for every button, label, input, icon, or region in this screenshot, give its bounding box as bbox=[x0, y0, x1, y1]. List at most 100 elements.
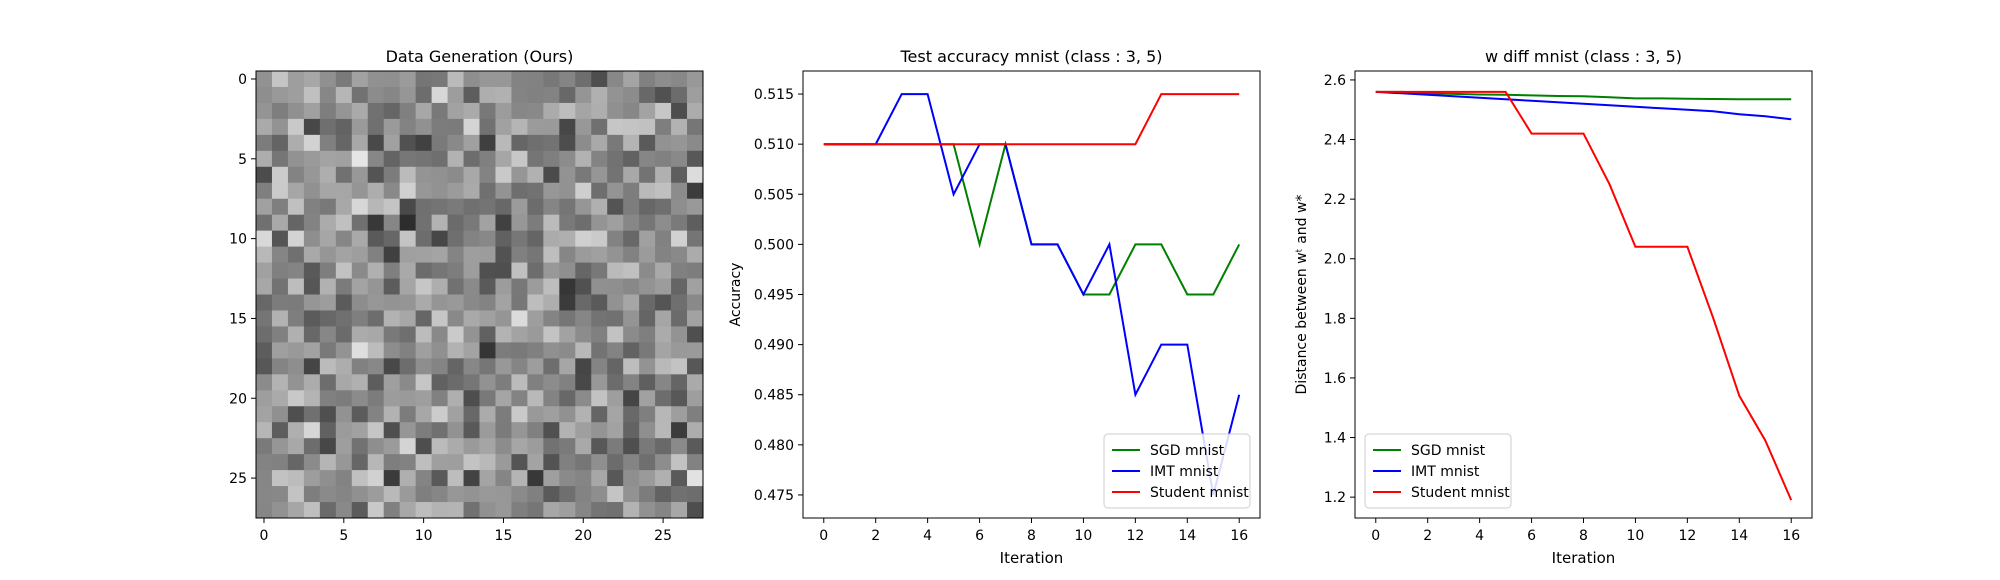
heatmap-cell bbox=[335, 198, 353, 216]
heatmap-cell bbox=[303, 438, 321, 455]
heatmap-cell bbox=[463, 326, 480, 343]
heatmap-cell bbox=[671, 438, 688, 455]
heatmap-cell bbox=[463, 502, 480, 519]
heatmap-cell bbox=[527, 326, 544, 343]
heatmap-cell bbox=[271, 118, 289, 136]
heatmap-cell bbox=[591, 486, 608, 503]
heatmap-title: Data Generation (Ours) bbox=[386, 47, 574, 66]
heatmap-cell bbox=[527, 438, 544, 455]
heatmap-cell bbox=[431, 406, 448, 423]
heatmap-cell bbox=[527, 294, 544, 311]
y-tick-label: 2.6 bbox=[1324, 73, 1346, 89]
heatmap-cell bbox=[319, 502, 337, 519]
heatmap-cell bbox=[495, 390, 512, 407]
heatmap-cell bbox=[351, 198, 369, 216]
heatmap-cell bbox=[463, 406, 480, 423]
heatmap-cell bbox=[447, 262, 464, 279]
heatmap-cell bbox=[415, 214, 432, 232]
heatmap-cell bbox=[463, 310, 480, 327]
heatmap-cell bbox=[287, 374, 305, 391]
heatmap-cell bbox=[591, 422, 608, 439]
heatmap-cell bbox=[671, 86, 688, 104]
heatmap-cell bbox=[575, 326, 592, 343]
heatmap-cell bbox=[495, 470, 512, 487]
heatmap-cell bbox=[431, 390, 448, 407]
heatmap-cell bbox=[527, 486, 544, 503]
heatmap-cell bbox=[383, 262, 401, 279]
heatmap-cell bbox=[303, 102, 321, 120]
heatmap-cell bbox=[623, 438, 640, 455]
heatmap-cell bbox=[303, 71, 321, 88]
heatmap-cell bbox=[607, 438, 624, 455]
heatmap-cell bbox=[575, 214, 592, 232]
heatmap-cell bbox=[607, 230, 624, 247]
heatmap-cell bbox=[447, 470, 464, 487]
heatmap-cell bbox=[495, 198, 512, 216]
heatmap-cell bbox=[607, 182, 624, 200]
heatmap-cell bbox=[415, 118, 432, 136]
heatmap-cell bbox=[415, 470, 432, 487]
heatmap-cell bbox=[479, 134, 496, 152]
heatmap-cell bbox=[447, 71, 464, 88]
heatmap-cell bbox=[319, 342, 337, 359]
heatmap-cell bbox=[431, 342, 448, 359]
heatmap-cell bbox=[559, 246, 576, 263]
heatmap-cell bbox=[319, 422, 337, 439]
heatmap-cell bbox=[671, 294, 688, 311]
heatmap-cell bbox=[303, 358, 321, 375]
heatmap-cell bbox=[687, 390, 704, 407]
heatmap-cell bbox=[287, 454, 305, 471]
heatmap-cell bbox=[655, 118, 672, 136]
heatmap-cell bbox=[655, 246, 672, 263]
heatmap-cell bbox=[287, 438, 305, 455]
x-tick-label: 16 bbox=[1230, 528, 1248, 544]
heatmap-cell bbox=[495, 406, 512, 423]
heatmap-cell bbox=[303, 390, 321, 407]
heatmap-cell bbox=[591, 118, 608, 136]
y-tick-label: 2.2 bbox=[1324, 192, 1346, 208]
heatmap-cell bbox=[591, 502, 608, 519]
heatmap-cell bbox=[319, 118, 337, 136]
heatmap-cell bbox=[303, 182, 321, 200]
heatmap-cell bbox=[431, 374, 448, 391]
heatmap-cell bbox=[591, 166, 608, 184]
heatmap-cell bbox=[383, 166, 401, 184]
heatmap-cell bbox=[639, 150, 656, 168]
heatmap-cell bbox=[511, 390, 528, 407]
heatmap-cell bbox=[256, 342, 273, 359]
heatmap-cell bbox=[591, 71, 608, 88]
heatmap-cell bbox=[575, 470, 592, 487]
heatmap-cell bbox=[256, 406, 273, 423]
heatmap-cell bbox=[319, 262, 337, 279]
heatmap-cell bbox=[495, 454, 512, 471]
heatmap-cell bbox=[559, 470, 576, 487]
x-tick-label: 0 bbox=[1371, 528, 1380, 544]
heatmap-cell bbox=[623, 342, 640, 359]
heatmap-cell bbox=[495, 230, 512, 247]
heatmap-cell bbox=[575, 294, 592, 311]
heatmap-cell bbox=[639, 326, 656, 343]
heatmap-cell bbox=[447, 358, 464, 375]
heatmap-cell bbox=[287, 358, 305, 375]
y-tick-label: 0.510 bbox=[754, 137, 794, 153]
heatmap-cell bbox=[623, 198, 640, 216]
heatmap-cell bbox=[623, 470, 640, 487]
heatmap-cell bbox=[479, 310, 496, 327]
x-tick-label: 12 bbox=[1126, 528, 1144, 544]
heatmap-cell bbox=[639, 118, 656, 136]
heatmap-cell bbox=[623, 422, 640, 439]
heatmap-cell bbox=[399, 294, 417, 311]
heatmap-cell bbox=[655, 214, 672, 232]
heatmap-cell bbox=[687, 166, 704, 184]
heatmap-cell bbox=[256, 438, 273, 455]
heatmap-cell bbox=[399, 118, 417, 136]
heatmap-cell bbox=[351, 262, 369, 279]
heatmap-cell bbox=[655, 422, 672, 439]
heatmap-cell bbox=[256, 71, 273, 88]
heatmap-cell bbox=[271, 71, 289, 88]
heatmap-cell bbox=[367, 326, 385, 343]
wdiff-chart-panel: w diff mnist (class : 3, 5) 0 2 4 6 8 10 12 14 16… bbox=[1294, 47, 1813, 567]
heatmap-cell bbox=[351, 86, 369, 104]
heatmap-cell bbox=[415, 342, 432, 359]
heatmap-cell bbox=[319, 486, 337, 503]
